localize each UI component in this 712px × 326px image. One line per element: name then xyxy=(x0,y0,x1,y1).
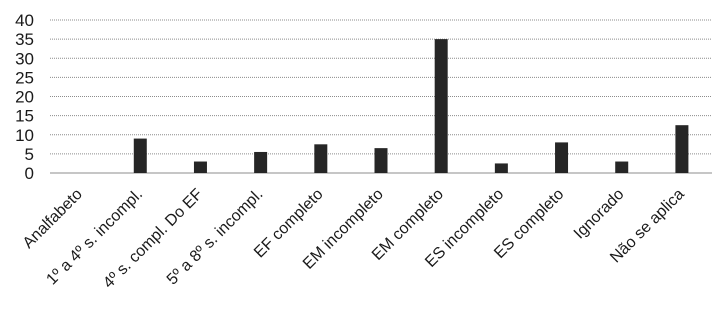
bar xyxy=(254,151,268,173)
gridlines xyxy=(50,19,712,174)
bars xyxy=(133,39,689,173)
bar xyxy=(133,138,147,173)
x-tick-label: Ignorado xyxy=(571,186,628,243)
bar xyxy=(615,161,629,173)
y-tick-label: 25 xyxy=(15,68,34,87)
y-tick-label: 40 xyxy=(15,11,34,30)
y-tick-label: 0 xyxy=(25,164,34,183)
y-tick-label: 20 xyxy=(15,88,34,107)
bar xyxy=(434,39,448,173)
y-tick-label: 10 xyxy=(15,126,34,145)
bar xyxy=(555,142,569,173)
bar xyxy=(494,163,508,173)
y-tick-label: 30 xyxy=(15,49,34,68)
bar xyxy=(314,144,328,173)
bar xyxy=(193,161,207,173)
bar xyxy=(374,148,388,173)
y-tick-label: 15 xyxy=(15,107,34,126)
y-tick-label: 5 xyxy=(25,145,34,164)
y-tick-label: 35 xyxy=(15,30,34,49)
bar xyxy=(675,125,689,173)
x-tick-label: 4º s. compl. Do EF xyxy=(100,186,206,292)
x-tick-label: Analfabeto xyxy=(20,186,86,252)
